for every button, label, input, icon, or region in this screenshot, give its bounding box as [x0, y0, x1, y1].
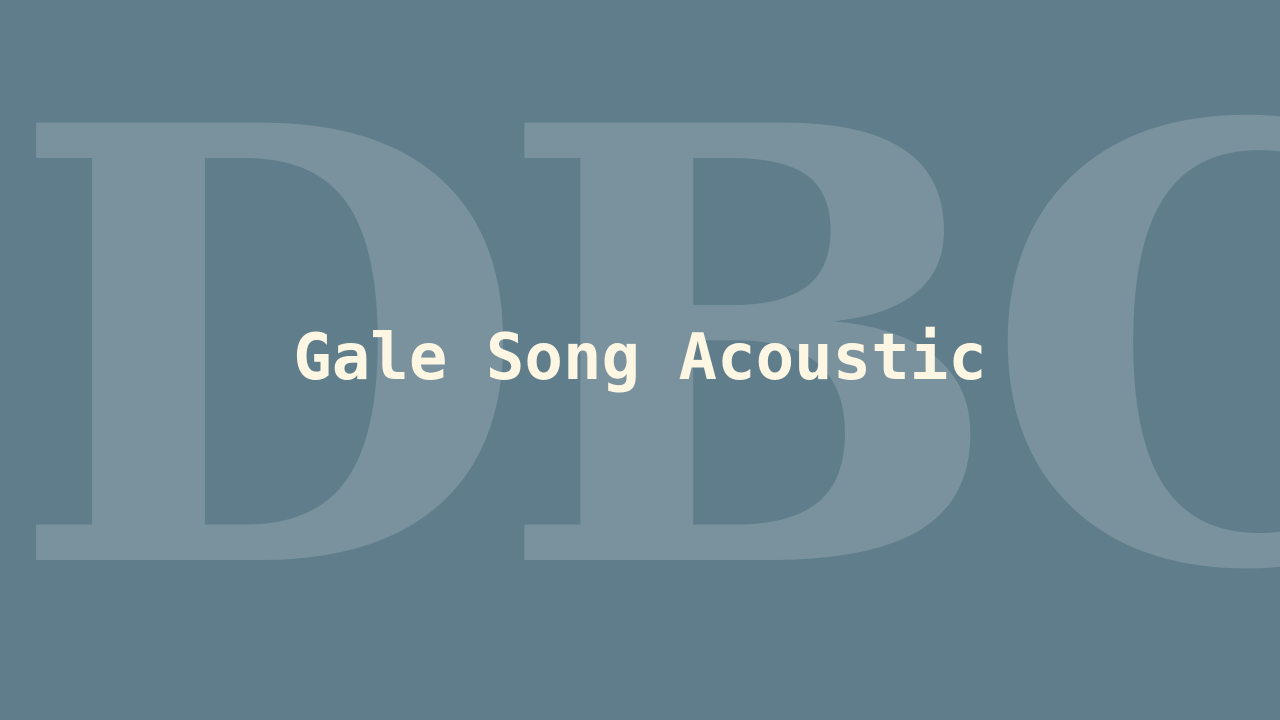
page-title: Gale Song Acoustic — [293, 321, 987, 395]
backdrop-monogram: DBC — [8, 0, 1280, 702]
